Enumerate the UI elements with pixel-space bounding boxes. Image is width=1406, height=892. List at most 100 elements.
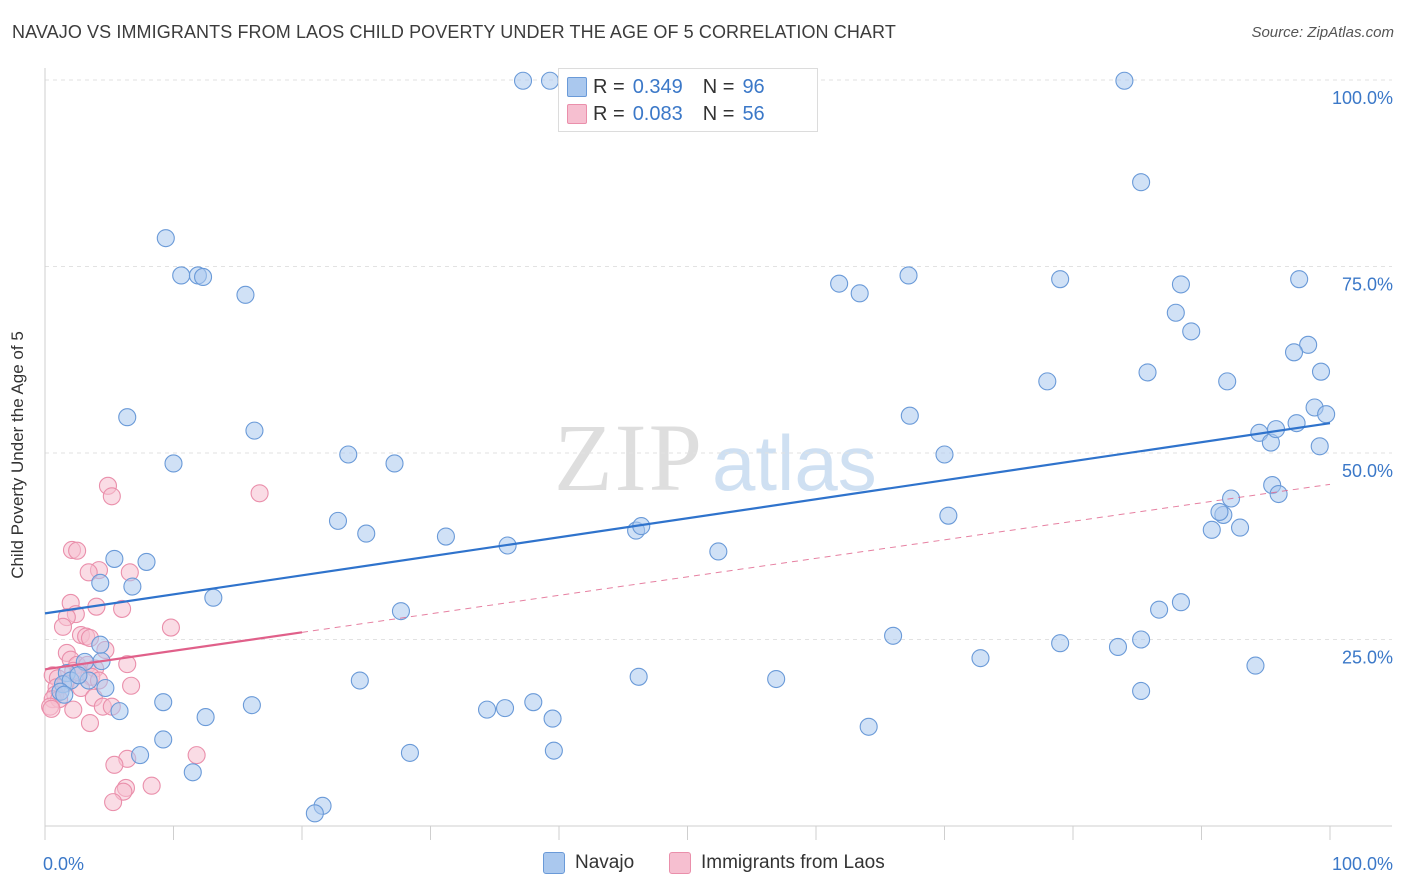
legend-swatch-laos [669, 852, 691, 874]
laos-point [122, 676, 141, 695]
legend-row-navajo: R = 0.349 N = 96 [567, 75, 765, 99]
navajo-point [1150, 600, 1169, 619]
navajo-point [1269, 484, 1288, 504]
legend-r-value: 0.349 [632, 75, 683, 98]
laos-point [142, 776, 161, 795]
navajo-point [1115, 71, 1134, 90]
navajo-point [1290, 270, 1309, 289]
navajo-point [236, 285, 255, 304]
y-axis-label: Child Poverty Under the Age of 5 [8, 331, 27, 579]
legend-r-label: R = [593, 75, 625, 98]
navajo-point [1310, 437, 1329, 456]
laos-point [102, 487, 121, 506]
source-label: Source: ZipAtlas.com [1251, 24, 1394, 41]
tick-labels: 25.0% 50.0% 75.0% 100.0% 0.0% 100.0% [43, 88, 1393, 874]
y-tick-label: 50.0% [1342, 461, 1393, 481]
navajo-point [1051, 634, 1070, 653]
navajo-point [850, 284, 869, 303]
navajo-point [830, 274, 849, 293]
navajo-point [1171, 593, 1190, 612]
navajo-point [183, 763, 202, 782]
navajo-point [495, 699, 515, 718]
laos-point [161, 618, 180, 637]
y-tick-label: 25.0% [1342, 648, 1393, 668]
navajo-point [105, 549, 124, 568]
navajo-point [884, 626, 903, 645]
laos-point [64, 700, 83, 719]
series-laos-points [41, 476, 269, 812]
legend-row-laos: R = 0.083 N = 56 [567, 102, 765, 126]
legend-r-value: 0.083 [632, 102, 683, 125]
navajo-point [935, 445, 954, 464]
navajo-point [245, 421, 264, 440]
x-tick-label: 0.0% [43, 854, 84, 874]
navajo-point [91, 573, 110, 592]
navajo-point [91, 635, 110, 654]
legend-label-navajo: Navajo [575, 852, 635, 873]
legend-swatch-navajo [567, 77, 587, 97]
navajo-point [1231, 518, 1250, 537]
watermark-atlas: atlas [712, 419, 877, 507]
legend-n-value: 96 [742, 75, 765, 98]
laos-trend-line [44, 631, 303, 671]
navajo-point [524, 693, 543, 712]
x-tick-label: 100.0% [1332, 854, 1393, 874]
navajo-point [513, 71, 533, 90]
navajo-point [1138, 363, 1157, 382]
navajo-point [436, 527, 455, 546]
navajo-point [204, 588, 223, 607]
navajo-point [1132, 681, 1151, 701]
navajo-point [1166, 303, 1185, 322]
navajo-point [400, 743, 419, 762]
legend-n-label: N = [702, 75, 735, 98]
navajo-point [1182, 322, 1201, 341]
navajo-point [357, 524, 376, 543]
navajo-point [1266, 420, 1286, 439]
navajo-trend-line [44, 422, 1331, 615]
navajo-point [939, 506, 958, 525]
navajo-point [1311, 362, 1331, 381]
navajo-point [172, 266, 191, 285]
navajo-point [629, 667, 648, 686]
navajo-point [328, 511, 348, 530]
navajo-point [350, 671, 369, 690]
navajo-point [305, 804, 324, 823]
navajo-point [385, 454, 404, 473]
navajo-point [194, 267, 213, 286]
legend-stats: R = 0.349 N = 96 R = 0.083 N = 56 [558, 68, 818, 132]
navajo-point [1299, 335, 1318, 354]
navajo-point [1202, 520, 1221, 539]
navajo-point [544, 741, 563, 760]
laos-point [68, 541, 87, 560]
y-tick-label: 75.0% [1342, 275, 1393, 295]
navajo-point [110, 702, 129, 721]
navajo-point [1284, 343, 1304, 362]
laos-point [113, 599, 132, 618]
watermark: ZIP atlas [554, 404, 877, 511]
navajo-point [131, 746, 150, 765]
navajo-point [1171, 275, 1190, 294]
navajo-point [137, 552, 156, 571]
watermark-zip: ZIP [554, 404, 704, 511]
navajo-point [55, 685, 74, 704]
laos-point [187, 746, 206, 765]
navajo-point [196, 708, 215, 727]
laos-point [118, 655, 137, 674]
navajo-point [1132, 173, 1151, 192]
y-tick-label: 100.0% [1332, 88, 1393, 108]
navajo-point [156, 229, 175, 248]
navajo-point [971, 649, 990, 668]
laos-point [42, 699, 61, 718]
navajo-point [1132, 630, 1151, 649]
legend-swatch-navajo [543, 852, 565, 874]
navajo-point [154, 730, 173, 749]
navajo-point [709, 542, 728, 561]
navajo-point [1051, 270, 1070, 289]
legend-swatch-laos [567, 104, 587, 124]
chart-title: NAVAJO VS IMMIGRANTS FROM LAOS CHILD POV… [12, 22, 896, 42]
navajo-point [900, 406, 919, 425]
laos-point [250, 484, 269, 503]
navajo-point [1038, 372, 1057, 391]
navajo-point [1218, 372, 1237, 391]
